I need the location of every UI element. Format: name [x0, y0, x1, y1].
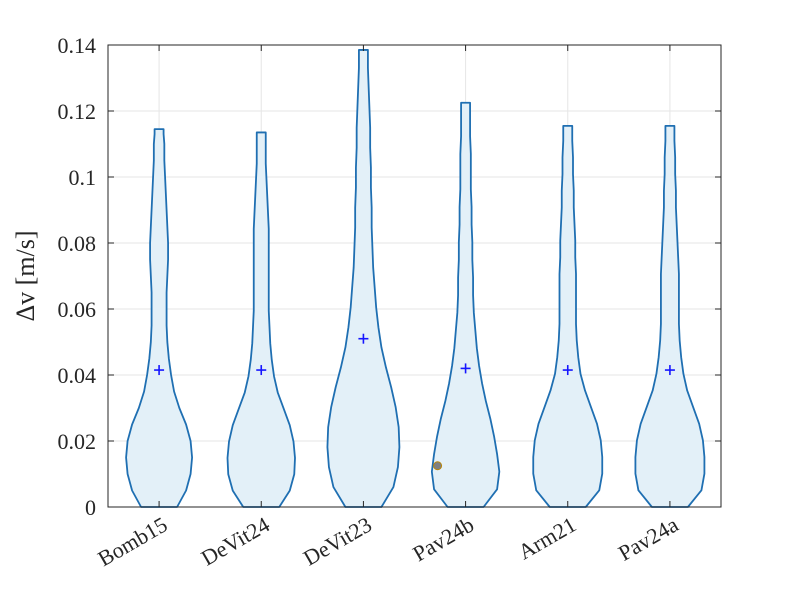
x-tick-label: Pav24b	[408, 512, 478, 567]
mean-marker-DeVit23	[358, 333, 369, 344]
mean-marker-DeVit24	[256, 365, 267, 376]
y-tick-label: 0.12	[58, 99, 97, 124]
mean-marker-Pav24b	[460, 363, 471, 374]
y-tick-label: 0.08	[58, 231, 97, 256]
violin-DeVit23	[326, 49, 401, 508]
violins	[125, 49, 706, 508]
violin-Bomb15	[125, 128, 193, 508]
violin-Pav24b	[430, 101, 501, 508]
mean-marker-Bomb15	[154, 365, 165, 376]
y-axis-ticks: 0 0.02 0.04 0.06 0.08 0.1 0.12 0.14	[58, 33, 721, 520]
violin-Arm21	[532, 124, 604, 508]
violin-DeVit24	[226, 131, 296, 508]
mean-marker-Pav24a	[664, 365, 675, 376]
y-tick-label: 0.06	[58, 297, 97, 322]
x-tick-label: DeVit24	[197, 512, 274, 571]
outlier-point	[433, 461, 443, 471]
mean-marker-Arm21	[562, 365, 573, 376]
y-axis-label: Δv [m/s]	[11, 230, 40, 321]
x-tick-label: DeVit23	[299, 512, 376, 571]
x-tick-label: Arm21	[514, 512, 580, 565]
y-tick-label: 0.02	[58, 429, 97, 454]
y-tick-label: 0.14	[58, 33, 97, 58]
y-tick-label: 0.04	[58, 363, 97, 388]
y-tick-label: 0	[85, 495, 96, 520]
axes-box	[107, 44, 722, 508]
violin-Pav24a	[634, 124, 706, 508]
y-tick-label: 0.1	[69, 165, 97, 190]
grid-lines	[108, 44, 721, 508]
x-tick-label: Pav24a	[614, 512, 683, 566]
x-tick-label: Bomb15	[93, 512, 171, 572]
